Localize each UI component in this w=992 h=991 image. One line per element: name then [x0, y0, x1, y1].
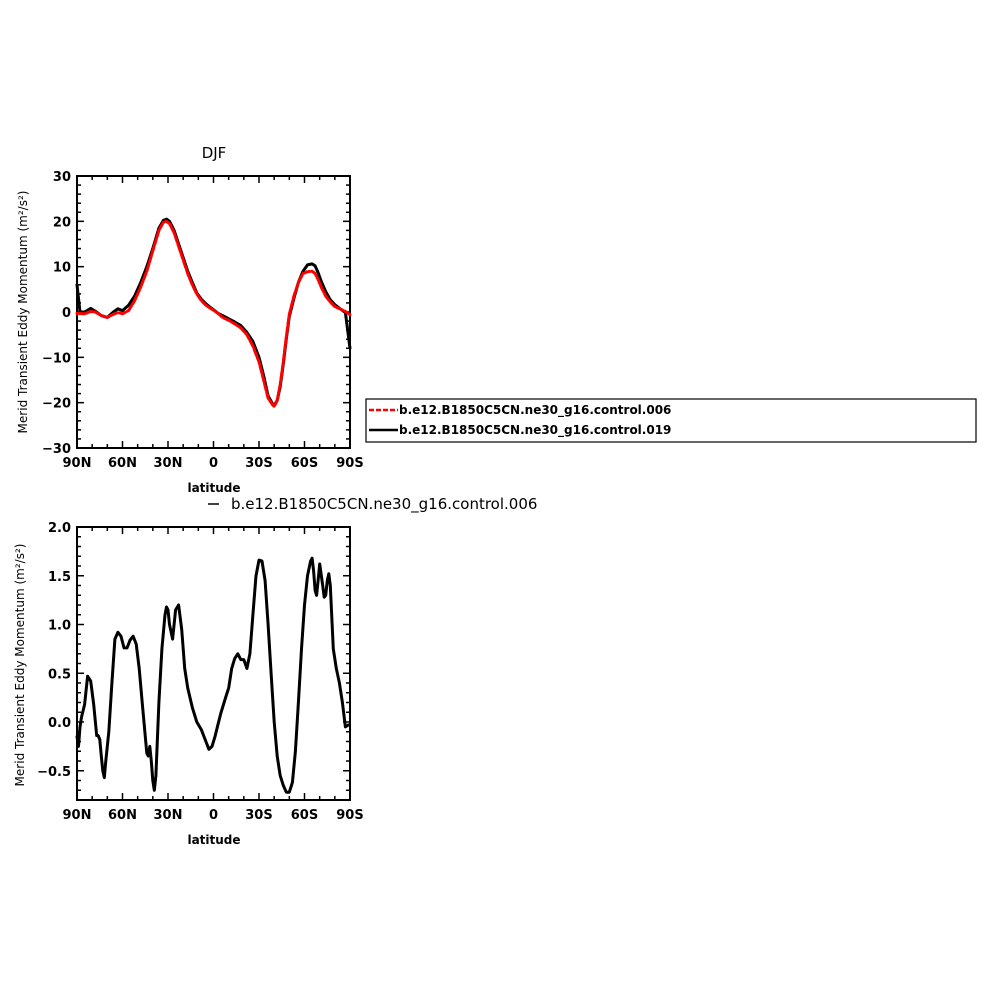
top-series-group [75, 217, 352, 408]
top-x-ticks [76, 176, 351, 448]
legend-label-019: b.e12.B1850C5CN.ne30_g16.control.019 [399, 423, 671, 438]
x-tick-label: 90N [63, 808, 92, 823]
y-tick-label: 0.0 [48, 716, 71, 731]
x-tick-label: 60N [108, 808, 137, 823]
x-tick-label: 90N [63, 456, 92, 471]
x-tick-label: 90S [336, 456, 363, 471]
top-y-tick-labels: 30 20 10 0 −10 −20 −30 [42, 170, 71, 457]
top-chart-title: DJF [202, 144, 227, 162]
x-tick-label: 0 [209, 456, 218, 471]
top-y-axis-title: Merid Transient Eddy Momentum (m²/s²) [16, 191, 30, 434]
bottom-x-tick-labels: 90N 60N 30N 0 30S 60S 90S [63, 808, 364, 823]
series-line-0 [75, 556, 350, 794]
top-x-tick-labels: 90N 60N 30N 0 30S 60S 90S [63, 456, 364, 471]
bottom-series-group [75, 556, 350, 794]
legend: b.e12.B1850C5CN.ne30_g16.control.006 b.e… [365, 398, 977, 443]
y-tick-label: −10 [42, 351, 71, 366]
top-x-axis-title: latitude [187, 481, 240, 495]
x-tick-label: 30S [245, 808, 272, 823]
x-tick-label: 30N [154, 456, 183, 471]
bottom-panel: b.e12.B1850C5CN.ne30_g16.control.006 90N… [13, 495, 537, 847]
bottom-x-ticks [76, 527, 351, 800]
top-panel: DJF 90N 60N 30N 0 30S 60S 90S 30 20 10 0 −10 −20 −30… [16, 144, 364, 495]
y-tick-label: 30 [53, 170, 71, 185]
y-tick-label: −0.5 [37, 765, 71, 780]
legend-label-006: b.e12.B1850C5CN.ne30_g16.control.006 [399, 403, 671, 418]
legend-box [365, 398, 977, 443]
bottom-y-tick-labels: 2.0 1.5 1.0 0.5 0.0 −0.5 [37, 521, 71, 780]
y-tick-label: 20 [53, 215, 71, 230]
bottom-chart-title: b.e12.B1850C5CN.ne30_g16.control.006 [231, 495, 537, 514]
x-tick-label: 60S [291, 808, 318, 823]
y-tick-label: 10 [53, 261, 71, 276]
y-tick-label: 1.0 [48, 619, 71, 634]
y-tick-label: 0.5 [48, 667, 71, 682]
x-tick-label: 60S [291, 456, 318, 471]
y-tick-label: 2.0 [48, 521, 71, 536]
y-tick-label: 0 [62, 306, 71, 321]
series-line-0 [75, 219, 352, 408]
y-tick-label: −20 [42, 397, 71, 412]
x-tick-label: 0 [209, 808, 218, 823]
x-tick-label: 30S [245, 456, 272, 471]
x-tick-label: 30N [154, 808, 183, 823]
y-tick-label: −30 [42, 442, 71, 457]
x-tick-label: 90S [336, 808, 363, 823]
x-tick-label: 60N [108, 456, 137, 471]
bottom-y-axis-title: Merid Transient Eddy Momentum (m²/s²) [13, 544, 27, 787]
y-tick-label: 1.5 [48, 570, 71, 585]
bottom-x-axis-title: latitude [187, 833, 240, 847]
